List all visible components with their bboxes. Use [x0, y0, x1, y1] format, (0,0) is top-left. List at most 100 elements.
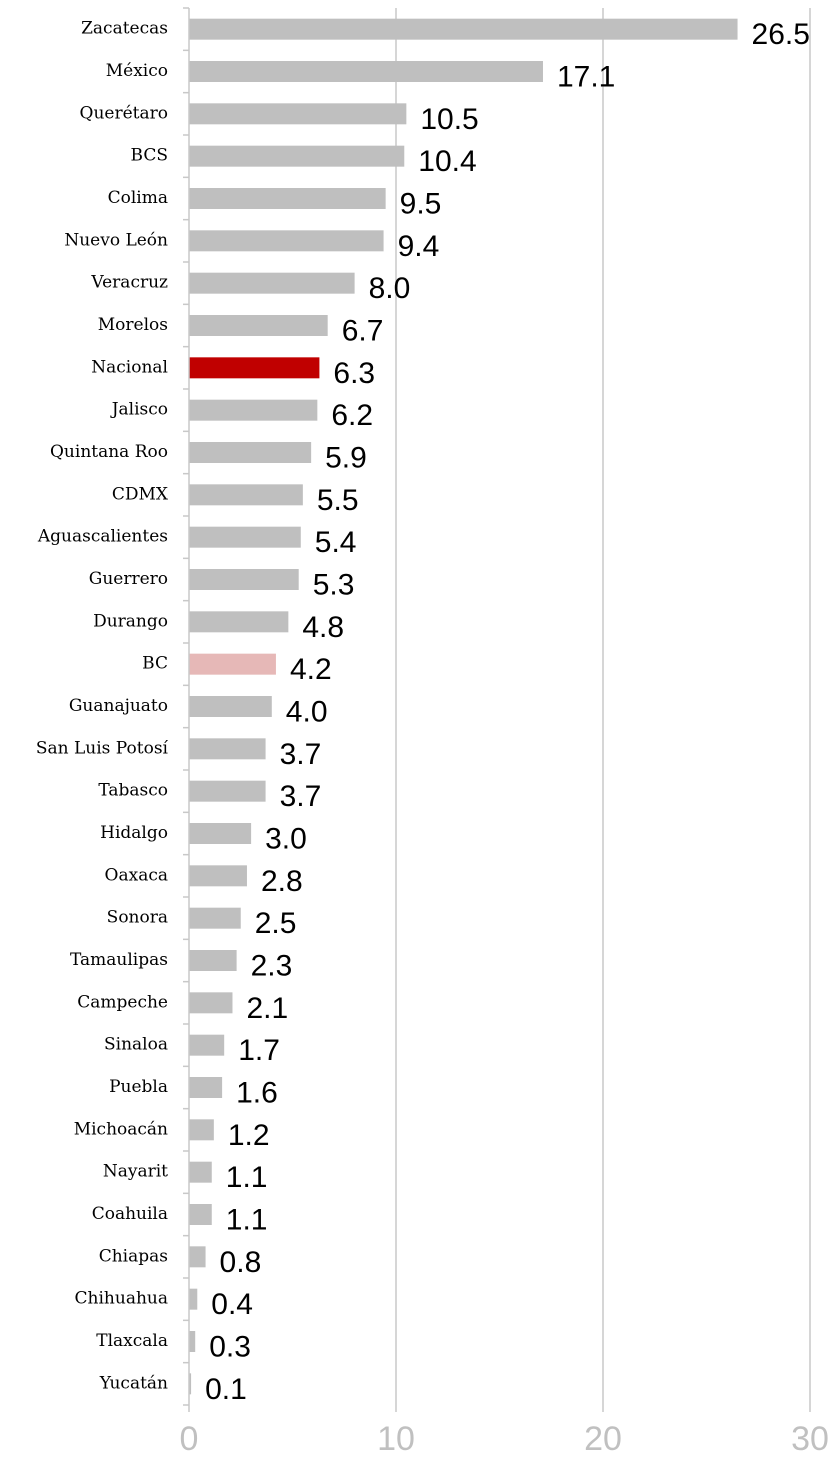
- bar: [189, 1034, 225, 1056]
- y-tick-label: Nayarit: [103, 1162, 168, 1182]
- bar: [189, 907, 241, 929]
- value-label: 6.2: [331, 399, 373, 432]
- y-tick-label: Sonora: [107, 908, 168, 928]
- bar: [189, 1331, 196, 1352]
- y-tick-label: Jalisco: [110, 400, 168, 420]
- bar: [189, 484, 303, 506]
- value-label: 9.4: [398, 230, 440, 263]
- y-tick-label: Sinaloa: [104, 1035, 168, 1055]
- bar: [189, 145, 405, 167]
- y-tick-label: Hidalgo: [100, 823, 168, 843]
- y-tick-label: Campeche: [77, 992, 168, 1012]
- bar: [189, 950, 237, 971]
- bar: [189, 611, 289, 633]
- bar: [189, 992, 233, 1014]
- bar: [189, 1246, 206, 1268]
- bar: [189, 1077, 223, 1098]
- y-tick-label: Aguascalientes: [37, 527, 168, 547]
- value-label: 1.7: [238, 1034, 280, 1067]
- bar: [189, 865, 247, 887]
- y-tick-label: Guanajuato: [69, 696, 168, 716]
- x-tick-label: 10: [377, 1420, 415, 1458]
- bar: [189, 357, 320, 379]
- bar: [189, 569, 299, 590]
- value-label: 10.5: [420, 103, 478, 136]
- value-label: 0.4: [211, 1288, 253, 1321]
- value-label: 2.5: [255, 907, 297, 940]
- bar: [189, 272, 355, 294]
- bar: [189, 696, 272, 717]
- value-label: 1.6: [236, 1076, 278, 1109]
- value-label: 4.8: [302, 611, 344, 644]
- bar: [189, 1373, 192, 1395]
- bar: [189, 1119, 214, 1141]
- y-tick-label: San Luis Potosí: [36, 738, 169, 758]
- value-label: 0.3: [209, 1330, 251, 1363]
- value-label: 3.7: [280, 780, 322, 813]
- bar: [189, 653, 276, 675]
- bar: [189, 823, 252, 844]
- y-tick-label: Guerrero: [89, 569, 168, 589]
- bar: [189, 399, 318, 421]
- value-label: 5.5: [317, 484, 359, 517]
- y-tick-label: Chiapas: [99, 1246, 168, 1266]
- bar: [189, 738, 266, 760]
- value-label: 8.0: [369, 272, 411, 305]
- y-tick-label: Puebla: [109, 1077, 168, 1097]
- x-tick-label: 0: [180, 1420, 199, 1458]
- bar: [189, 442, 312, 463]
- y-tick-label: Nacional: [91, 357, 168, 377]
- bar: [189, 315, 328, 336]
- y-tick-label: Tamaulipas: [70, 950, 168, 970]
- y-tick-label: Veracruz: [90, 273, 168, 293]
- value-label: 6.3: [333, 357, 375, 390]
- value-label: 5.3: [313, 568, 355, 601]
- value-label: 5.4: [315, 526, 357, 559]
- value-label: 5.9: [325, 441, 367, 474]
- value-label: 1.1: [226, 1203, 268, 1236]
- value-label: 26.5: [752, 18, 810, 51]
- y-tick-label: Oaxaca: [105, 865, 168, 885]
- value-label: 0.8: [220, 1246, 262, 1279]
- bar: [189, 1288, 198, 1310]
- y-tick-label: Quintana Roo: [50, 442, 168, 462]
- y-tick-label: Colima: [108, 188, 168, 208]
- value-label: 1.1: [226, 1161, 268, 1194]
- value-label: 6.7: [342, 314, 384, 347]
- value-label: 1.2: [228, 1119, 270, 1152]
- value-label: 2.8: [261, 865, 303, 898]
- value-label: 10.4: [418, 145, 476, 178]
- value-label: 2.1: [246, 992, 288, 1025]
- value-label: 2.3: [251, 949, 293, 982]
- bar: [189, 230, 384, 252]
- bar: [189, 1204, 212, 1225]
- y-tick-label: CDMX: [112, 484, 169, 504]
- value-label: 3.7: [280, 738, 322, 771]
- bar: [189, 18, 738, 40]
- bar: [189, 103, 407, 125]
- bar: [189, 188, 386, 209]
- y-tick-label: Coahuila: [92, 1204, 168, 1224]
- value-label: 3.0: [265, 822, 307, 855]
- y-tick-label: Zacatecas: [81, 19, 168, 39]
- value-label: 4.0: [286, 695, 328, 728]
- value-label: 17.1: [557, 60, 615, 93]
- value-label: 0.1: [205, 1373, 247, 1406]
- value-label: 4.2: [290, 653, 332, 686]
- x-tick-label: 30: [791, 1420, 829, 1458]
- y-tick-label: Querétaro: [80, 103, 168, 123]
- bar: [189, 526, 301, 548]
- y-tick-label: Tlaxcala: [96, 1331, 168, 1351]
- bar: [189, 61, 543, 82]
- y-tick-label: Morelos: [98, 315, 168, 335]
- x-tick-label: 20: [584, 1420, 622, 1458]
- bar: [189, 780, 266, 802]
- y-tick-label: Durango: [93, 611, 168, 631]
- bar: [189, 1161, 212, 1183]
- y-tick-label: Michoacán: [74, 1119, 168, 1139]
- y-tick-label: México: [106, 61, 168, 81]
- y-tick-label: BCS: [131, 146, 168, 166]
- value-label: 9.5: [400, 187, 442, 220]
- y-tick-label: Yucatán: [99, 1373, 168, 1393]
